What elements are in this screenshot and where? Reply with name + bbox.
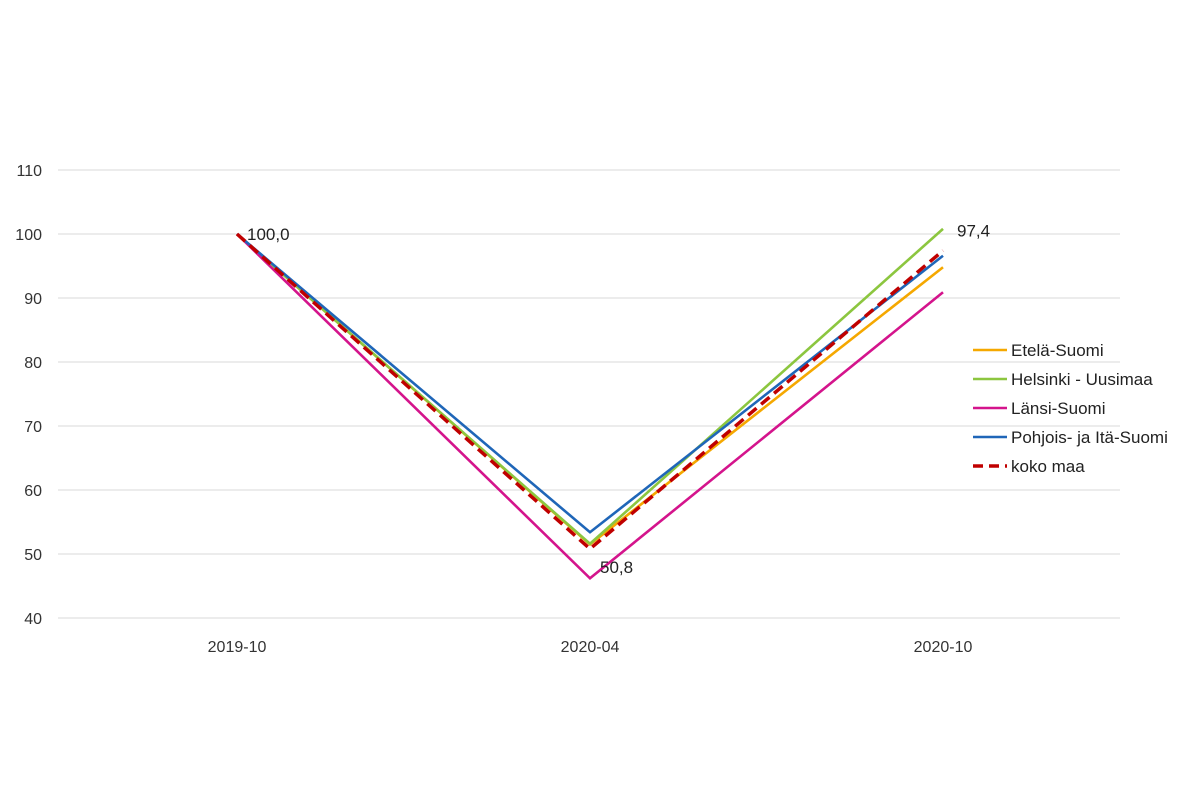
x-tick-label: 2020-04 xyxy=(561,639,620,656)
data-label: 50,8 xyxy=(600,558,633,577)
legend-label: koko maa xyxy=(1011,457,1085,476)
grid-lines xyxy=(58,169,1120,619)
legend: Etelä-Suomi Helsinki - Uusimaa Länsi-Suomi… xyxy=(973,341,1168,476)
legend-label: Pohjois- ja Itä-Suomi xyxy=(1011,428,1168,447)
y-tick-label: 110 xyxy=(16,163,42,180)
y-tick-label: 70 xyxy=(24,419,42,436)
y-tick-label: 100 xyxy=(15,227,42,244)
y-axis-ticks: 40 50 60 70 80 90 100 110 xyxy=(15,163,42,628)
x-tick-label: 2020-10 xyxy=(914,639,973,656)
x-tick-label: 2019-10 xyxy=(208,639,267,656)
legend-label: Länsi-Suomi xyxy=(1011,399,1106,418)
series-line-1 xyxy=(236,227,944,546)
y-tick-label: 80 xyxy=(24,355,42,372)
data-labels: 100,0 50,8 97,4 xyxy=(247,222,990,577)
legend-label: Etelä-Suomi xyxy=(1011,341,1104,360)
data-label: 100,0 xyxy=(247,225,290,244)
series-line-0 xyxy=(236,233,944,547)
x-axis-ticks: 2019-10 2020-04 2020-10 xyxy=(208,639,973,656)
data-label: 97,4 xyxy=(957,222,990,241)
series-lines xyxy=(235,227,945,581)
y-tick-label: 50 xyxy=(24,547,42,564)
series-line-3 xyxy=(236,233,944,534)
y-tick-label: 60 xyxy=(24,483,42,500)
series-line-2 xyxy=(236,233,944,581)
series-line-4 xyxy=(235,232,945,552)
y-tick-label: 90 xyxy=(24,291,42,308)
legend-label: Helsinki - Uusimaa xyxy=(1011,370,1153,389)
y-tick-label: 40 xyxy=(24,611,42,628)
